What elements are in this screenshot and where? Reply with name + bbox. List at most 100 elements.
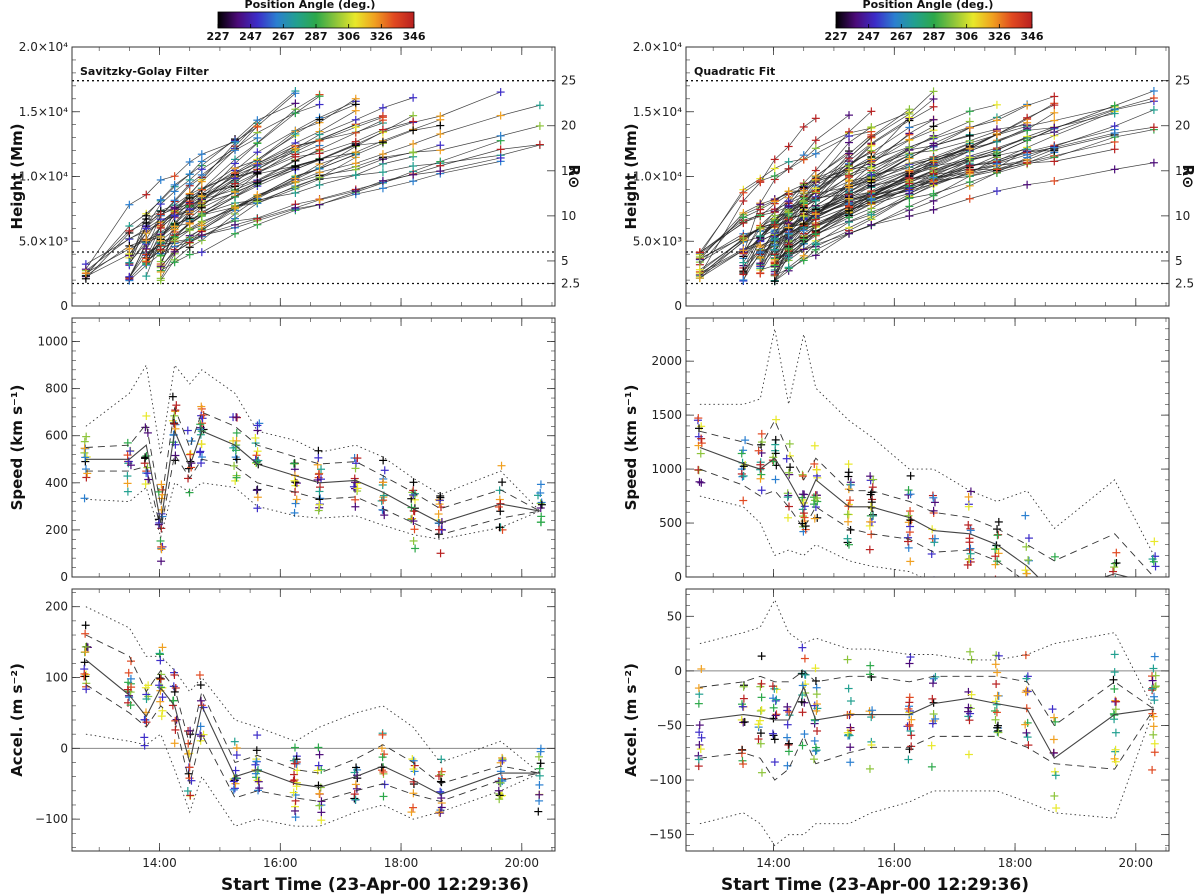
data-point bbox=[799, 155, 808, 164]
data-point bbox=[186, 449, 195, 458]
data-point bbox=[928, 719, 937, 728]
right-tick-label: 5 bbox=[1175, 254, 1183, 268]
height-track bbox=[699, 111, 910, 255]
data-point bbox=[739, 496, 748, 505]
data-point bbox=[253, 122, 262, 131]
data-point bbox=[156, 195, 165, 204]
data-point bbox=[156, 675, 165, 684]
data-point bbox=[315, 130, 324, 139]
data-point bbox=[409, 478, 418, 487]
x-tick-label: 18:00 bbox=[384, 856, 419, 870]
data-point bbox=[290, 743, 299, 752]
data-point bbox=[929, 191, 938, 200]
data-point bbox=[865, 545, 874, 554]
data-point bbox=[185, 238, 194, 247]
data-point bbox=[140, 733, 149, 742]
data-point bbox=[966, 526, 975, 535]
data-point bbox=[906, 507, 915, 516]
height-track bbox=[743, 91, 934, 259]
data-point bbox=[867, 163, 876, 172]
data-point bbox=[291, 109, 300, 118]
data-point bbox=[739, 760, 748, 769]
data-point bbox=[770, 197, 779, 206]
data-point bbox=[965, 107, 974, 116]
data-point bbox=[156, 175, 165, 184]
x-tick-label: 18:00 bbox=[998, 856, 1033, 870]
data-point bbox=[1021, 566, 1030, 575]
data-point bbox=[231, 766, 240, 775]
data-point bbox=[1110, 129, 1119, 138]
x-tick-label: 20:00 bbox=[504, 856, 539, 870]
x-tick-label: 14:00 bbox=[756, 856, 791, 870]
data-point bbox=[81, 647, 90, 656]
data-point bbox=[495, 795, 504, 804]
data-point bbox=[737, 449, 746, 458]
y-tick-label: 200 bbox=[45, 523, 68, 537]
data-point bbox=[811, 676, 820, 685]
data-point bbox=[1110, 650, 1119, 659]
data-point bbox=[379, 792, 388, 801]
right-tick-label: 10 bbox=[1175, 209, 1190, 223]
data-point bbox=[906, 490, 915, 499]
data-point bbox=[291, 806, 300, 815]
data-point bbox=[1050, 123, 1059, 132]
data-point bbox=[867, 123, 876, 132]
data-point bbox=[253, 421, 262, 430]
data-point bbox=[930, 534, 939, 543]
height-track bbox=[160, 95, 320, 256]
data-point bbox=[798, 643, 807, 652]
data-point bbox=[351, 148, 360, 157]
height-track bbox=[774, 90, 1155, 266]
data-point bbox=[843, 728, 852, 737]
data-point bbox=[170, 739, 179, 748]
data-point bbox=[1022, 686, 1031, 695]
data-point bbox=[125, 272, 134, 281]
data-point bbox=[799, 509, 808, 518]
data-point bbox=[197, 150, 206, 159]
data-point bbox=[739, 246, 748, 255]
data-point bbox=[845, 496, 854, 505]
data-point bbox=[141, 423, 150, 432]
y-axis-label: Accel. (m s⁻²) bbox=[622, 663, 640, 777]
y-tick-label: 1500 bbox=[651, 408, 682, 422]
data-point bbox=[535, 101, 544, 110]
right-tick-label: 10 bbox=[561, 209, 576, 223]
data-point bbox=[380, 466, 389, 475]
envelope-low-line bbox=[85, 733, 541, 827]
plot-area bbox=[80, 363, 546, 566]
height-track bbox=[85, 121, 414, 274]
data-point bbox=[411, 544, 420, 553]
data-point bbox=[756, 176, 765, 185]
data-point bbox=[768, 729, 777, 738]
data-point bbox=[231, 220, 240, 229]
data-point bbox=[1050, 108, 1059, 117]
data-point bbox=[965, 716, 974, 725]
data-point bbox=[993, 691, 1002, 700]
data-point bbox=[801, 522, 810, 531]
y-tick-label: 2.0×10⁴ bbox=[19, 40, 68, 54]
data-point bbox=[844, 517, 853, 526]
envelope-high-line bbox=[85, 606, 541, 774]
y-tick-label: 0 bbox=[674, 570, 682, 584]
data-point bbox=[291, 161, 300, 170]
height-track bbox=[774, 162, 1154, 267]
data-point bbox=[695, 252, 704, 261]
data-point bbox=[536, 504, 545, 513]
data-point bbox=[994, 517, 1003, 526]
data-point bbox=[125, 200, 134, 209]
median-line bbox=[699, 446, 1131, 577]
data-point bbox=[315, 750, 324, 759]
colorbar-tick-label: 287 bbox=[305, 30, 328, 43]
right-axis-label: R⊙ bbox=[1179, 164, 1197, 188]
data-point bbox=[126, 674, 135, 683]
quartile-low-line bbox=[699, 468, 1021, 577]
data-point bbox=[155, 681, 164, 690]
data-point bbox=[933, 576, 935, 577]
data-point bbox=[739, 682, 748, 691]
data-point bbox=[314, 446, 323, 455]
data-point bbox=[867, 141, 876, 150]
data-point bbox=[142, 218, 151, 227]
data-point bbox=[142, 411, 151, 420]
data-point bbox=[536, 488, 545, 497]
data-point bbox=[291, 203, 300, 212]
